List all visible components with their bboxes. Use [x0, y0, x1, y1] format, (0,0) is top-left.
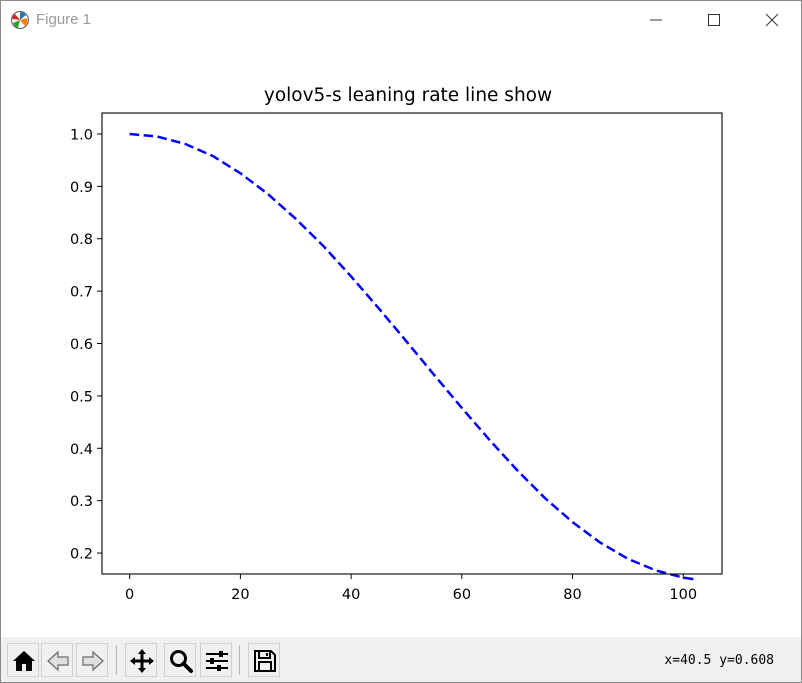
y-tick-label: 0.5 [70, 389, 93, 405]
save-button[interactable] [248, 643, 280, 677]
x-tick-label: 20 [231, 587, 249, 603]
navigation-toolbar: x=40.5 y=0.608 [1, 637, 801, 682]
line-chart[interactable]: yolov5-s leaning rate line show 0.20.30.… [1, 39, 801, 637]
minimize-icon [650, 19, 662, 21]
x-tick-label: 0 [125, 587, 134, 603]
y-tick-label: 0.3 [70, 494, 93, 510]
x-tick-label: 40 [342, 587, 360, 603]
y-tick-label: 0.4 [70, 442, 93, 458]
window-title: Figure 1 [36, 11, 92, 28]
matplotlib-icon [11, 11, 29, 29]
x-tick-label: 100 [669, 587, 697, 603]
pan-button[interactable] [125, 643, 157, 677]
toolbar-separator [239, 645, 240, 675]
title-bar[interactable]: Figure 1 [1, 1, 801, 39]
y-tick-label: 0.2 [70, 547, 93, 563]
y-tick-label: 1.0 [70, 127, 93, 143]
zoom-button[interactable] [164, 643, 196, 677]
forward-icon [82, 650, 104, 672]
back-button[interactable] [41, 643, 73, 677]
home-icon [13, 651, 35, 671]
forward-button[interactable] [76, 643, 108, 677]
toolbar-separator [116, 645, 117, 675]
y-tick-label: 0.8 [70, 232, 93, 248]
close-button[interactable] [743, 1, 801, 39]
maximize-button[interactable] [685, 1, 743, 39]
configure-subplots-button[interactable] [200, 643, 232, 677]
configure-subplots-icon [206, 651, 228, 671]
x-axis: 0 20 40 60 80 100 [125, 574, 697, 603]
y-axis: 0.2 0.3 0.4 0.5 0.6 0.7 0.8 0.9 1.0 [70, 127, 102, 563]
y-tick-label: 0.6 [70, 337, 93, 353]
chart-title: yolov5-s leaning rate line show [264, 85, 552, 106]
cursor-coordinates: x=40.5 y=0.608 [664, 653, 774, 668]
maximize-icon [708, 14, 720, 26]
y-tick-label: 0.9 [70, 180, 93, 196]
pan-icon [130, 649, 154, 673]
home-button[interactable] [7, 643, 39, 677]
x-tick-label: 80 [563, 587, 581, 603]
figure-canvas[interactable]: yolov5-s leaning rate line show 0.2 0.3 0.… [1, 39, 801, 637]
learning-rate-line [129, 132, 695, 581]
zoom-icon [170, 650, 193, 673]
x-tick-label: 60 [453, 587, 471, 603]
save-icon [254, 650, 276, 672]
minimize-button[interactable] [627, 1, 685, 39]
y-tick-label: 0.7 [70, 285, 93, 301]
plot-area-frame [101, 112, 723, 575]
close-icon [765, 13, 779, 27]
back-icon [47, 650, 69, 672]
